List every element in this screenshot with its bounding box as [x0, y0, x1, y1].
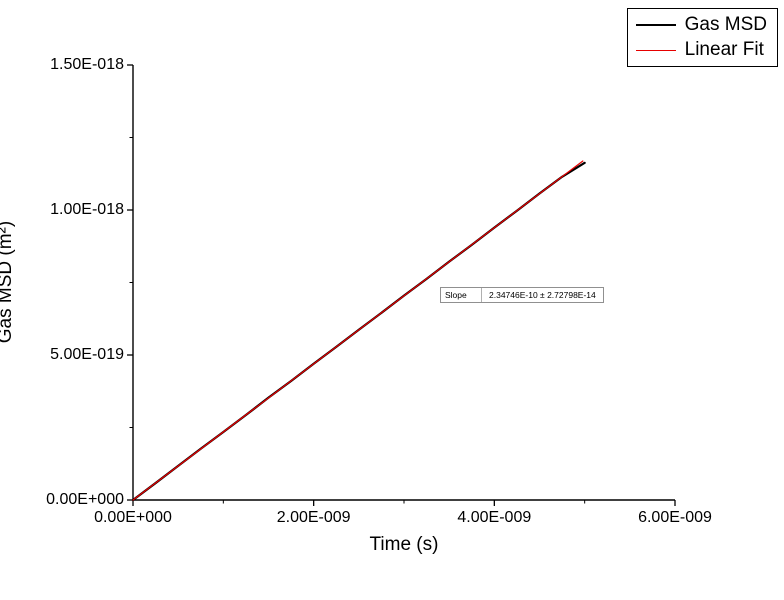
legend-label-linear-fit: Linear Fit [684, 39, 764, 60]
x-axis-label: Time (s) [369, 534, 439, 555]
x-tick-label-1: 2.00E-009 [276, 509, 351, 526]
legend-item-gas-msd: Gas MSD [635, 14, 767, 36]
y-tick-label-0: 0.00E+000 [46, 491, 124, 508]
linear-fit-line [132, 160, 584, 501]
y-tick-label-1: 5.00E-019 [50, 346, 124, 363]
gas-msd-line-swatch [635, 24, 676, 26]
slope-annotation: Slope 2.34746E-10 ± 2.72798E-14 [440, 287, 604, 303]
linear-fit-line-swatch [635, 49, 676, 51]
legend: Gas MSD Linear Fit [626, 8, 778, 67]
x-tick-label-3: 6.00E-009 [638, 509, 712, 526]
slope-annotation-value: 2.34746E-10 ± 2.72798E-14 [489, 290, 596, 300]
y-tick-label-3: 1.50E-018 [50, 56, 124, 73]
x-tick-label-0: 0.00E+000 [94, 509, 172, 526]
legend-item-linear-fit: Linear Fit [635, 39, 767, 61]
y-tick-label-2: 1.00E-018 [50, 201, 124, 218]
slope-annotation-label: Slope [441, 288, 482, 302]
x-tick-label-2: 4.00E-009 [457, 509, 532, 526]
legend-label-gas-msd: Gas MSD [684, 14, 767, 35]
y-axis-label: Gas MSD (m²) [0, 220, 16, 344]
